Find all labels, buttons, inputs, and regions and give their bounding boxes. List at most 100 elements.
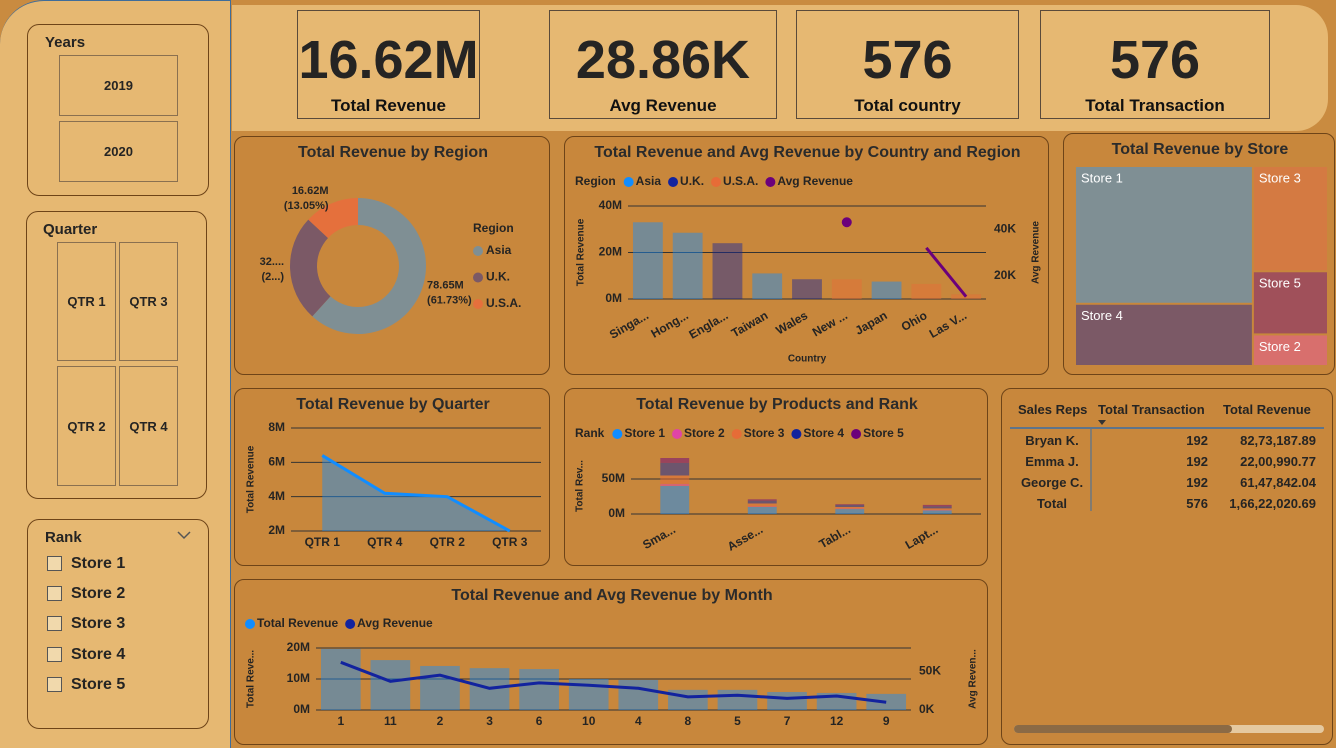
chart-panel: Total Revenue by Quarter Total Revenue 2M 4… bbox=[234, 388, 550, 566]
bar bbox=[672, 232, 703, 299]
x-tick-label: 1 bbox=[337, 714, 344, 728]
legend-label: Store 4 bbox=[803, 426, 844, 440]
y-tick-label: 2M bbox=[268, 523, 285, 537]
bar bbox=[951, 294, 982, 299]
data-label: (13.05%) bbox=[284, 200, 329, 212]
chart-title: Total Revenue by Region bbox=[298, 144, 488, 161]
legend-marker bbox=[668, 177, 679, 187]
x-tick-label: Hong... bbox=[649, 308, 691, 340]
bar-segment bbox=[660, 475, 690, 484]
x-tick-label: Wales bbox=[773, 308, 810, 337]
bar bbox=[668, 689, 708, 710]
checkbox-label[interactable]: Store 2 bbox=[71, 585, 126, 602]
x-tick-label: 4 bbox=[635, 714, 642, 728]
rank-slicer: Rank Store 1 Store 2 Store 3 Store 4 Sto… bbox=[27, 519, 209, 729]
legend-label: U.K. bbox=[680, 174, 704, 188]
years-slicer: Years 2019 2020 bbox=[27, 24, 209, 196]
legend-marker bbox=[711, 177, 722, 187]
table-cell: Bryan K. bbox=[1025, 433, 1079, 448]
x-tick-label: 9 bbox=[883, 714, 890, 728]
slicer-tile[interactable]: 2020 bbox=[59, 121, 178, 182]
slicer-tile[interactable]: QTR 1 bbox=[57, 242, 116, 361]
dropdown-chevron[interactable] bbox=[177, 530, 191, 540]
bar-segment bbox=[835, 504, 865, 505]
slicer-tile[interactable]: QTR 2 bbox=[57, 366, 116, 486]
legend-marker bbox=[731, 429, 742, 439]
legend-title: Region bbox=[575, 174, 616, 188]
table-panel: Sales Reps Total Transaction Total Reven… bbox=[1001, 388, 1333, 745]
x-tick-label: Engla... bbox=[687, 308, 731, 341]
checkbox-label[interactable]: Store 5 bbox=[71, 676, 126, 693]
bar-segment bbox=[660, 462, 690, 476]
kpi-card: 576 Total country bbox=[796, 10, 1019, 119]
checkbox-label[interactable]: Store 3 bbox=[71, 615, 126, 632]
table-cell: 61,47,842.04 bbox=[1240, 475, 1316, 490]
kpi-label: Total country bbox=[854, 96, 961, 115]
legend-marker bbox=[345, 619, 356, 629]
table-total: 1,66,22,020.69 bbox=[1229, 496, 1316, 511]
y-axis-title: Total Revenue bbox=[246, 445, 257, 513]
y2-tick-label: 50K bbox=[919, 663, 941, 677]
bar-segment bbox=[922, 509, 952, 511]
line bbox=[925, 246, 968, 298]
stacked-bar-chart: Total Revenue by Products and Rank Total … bbox=[575, 396, 981, 554]
table-header[interactable]: Total Revenue bbox=[1223, 402, 1311, 417]
x-tick-label: 11 bbox=[384, 714, 397, 728]
table-header[interactable]: Sales Reps bbox=[1018, 402, 1088, 417]
slicer-tile[interactable]: 2019 bbox=[59, 55, 178, 116]
checkbox[interactable] bbox=[47, 556, 62, 571]
kpi-value: 28.86K bbox=[575, 30, 751, 90]
checkbox[interactable] bbox=[47, 647, 62, 662]
chart-panel: Total Revenue and Avg Revenue by Country… bbox=[564, 136, 1049, 375]
line bbox=[340, 660, 887, 704]
y2-axis-title: Avg Reven... bbox=[968, 649, 979, 709]
bar bbox=[712, 243, 743, 299]
table-cell: 82,73,187.89 bbox=[1240, 433, 1316, 448]
x-tick-label: Ohio bbox=[899, 308, 930, 334]
sort-indicator bbox=[1098, 420, 1106, 425]
bar-segment bbox=[747, 506, 777, 507]
combo-chart: Total Revenue and Avg Revenue by Country… bbox=[575, 144, 1042, 365]
checkbox[interactable] bbox=[47, 586, 62, 601]
bar bbox=[519, 669, 559, 710]
checkbox[interactable] bbox=[47, 677, 62, 692]
x-tick-label: Las V... bbox=[927, 308, 969, 341]
kpi-label: Total Revenue bbox=[331, 96, 446, 115]
chart-panel: Total Revenue by Region 78.65M (61.73%) 32.… bbox=[234, 136, 550, 375]
x-tick-label: 2 bbox=[437, 714, 444, 728]
legend-marker bbox=[473, 246, 483, 256]
tile-label: Store 5 bbox=[1259, 276, 1301, 291]
legend-marker bbox=[851, 429, 862, 439]
checkbox-label[interactable]: Store 1 bbox=[71, 555, 126, 572]
x-tick-label: New ... bbox=[810, 308, 850, 339]
y-tick-label: 8M bbox=[268, 420, 285, 434]
y-axis-title: Total Revenue bbox=[576, 218, 587, 286]
x-tick-label: 8 bbox=[685, 714, 692, 728]
treemap-tile bbox=[1253, 167, 1327, 271]
x-tick-label: Tabl... bbox=[817, 522, 853, 551]
data-label: 78.65M bbox=[427, 280, 464, 292]
tile-label: Store 1 bbox=[1081, 170, 1123, 185]
y-tick-label: 20M bbox=[599, 245, 622, 259]
bar-segment bbox=[660, 458, 690, 463]
table-cell: 192 bbox=[1186, 433, 1208, 448]
x-axis-title: Country bbox=[788, 354, 827, 365]
slicer-tile[interactable]: QTR 4 bbox=[119, 366, 178, 486]
bar-segment bbox=[835, 508, 865, 510]
legend-label: Store 3 bbox=[744, 426, 785, 440]
bar bbox=[370, 660, 411, 710]
bar bbox=[320, 648, 361, 710]
legend-label: U.S.A. bbox=[486, 296, 521, 310]
legend-label: Asia bbox=[486, 243, 512, 257]
treemap-tile bbox=[1076, 304, 1252, 365]
bar bbox=[871, 281, 902, 299]
legend-marker bbox=[473, 299, 483, 309]
kpi-label: Avg Revenue bbox=[609, 96, 717, 115]
bar-segment bbox=[922, 510, 952, 514]
slicer-tile[interactable]: QTR 3 bbox=[119, 242, 178, 361]
y-tick-label: 20M bbox=[287, 640, 310, 654]
table-header[interactable]: Total Transaction bbox=[1098, 402, 1205, 417]
checkbox[interactable] bbox=[47, 616, 62, 631]
checkbox-label[interactable]: Store 4 bbox=[71, 646, 126, 663]
